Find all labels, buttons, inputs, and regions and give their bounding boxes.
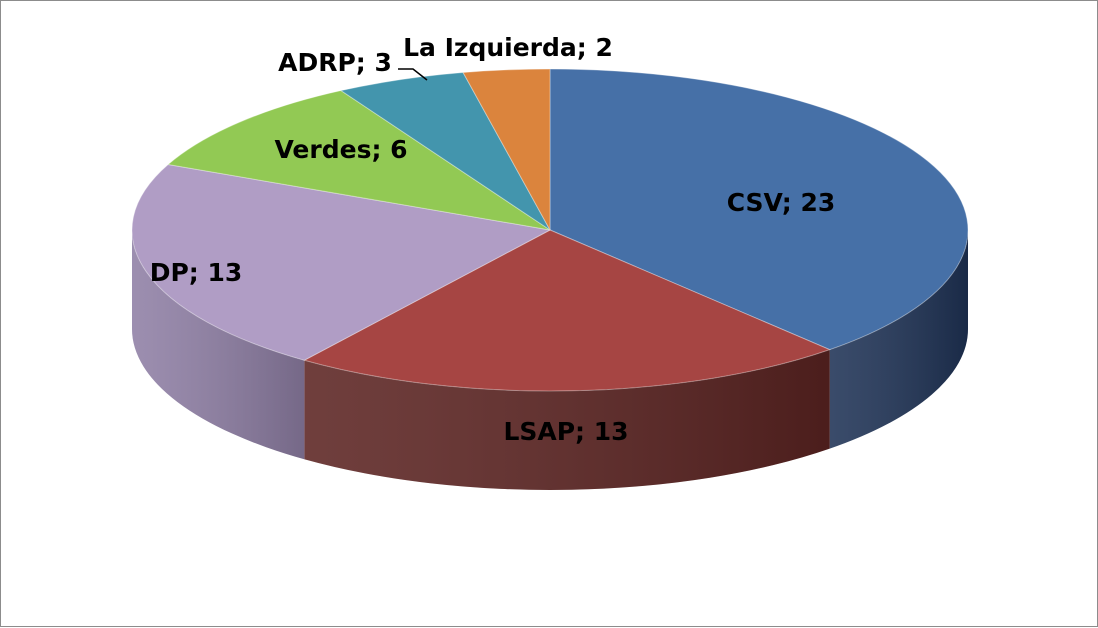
pie-slice-dp xyxy=(131,163,552,361)
slice-label-la-izquierda: La Izquierda; 2 xyxy=(403,33,613,62)
pie-side-shade-lsap xyxy=(304,349,830,491)
pie-slice-verdes xyxy=(167,90,551,231)
leader-lines xyxy=(398,68,428,81)
slice-label-lsap: LSAP; 13 xyxy=(503,417,628,446)
pie-side-shade-dp xyxy=(132,230,305,460)
slice-label-dp: DP; 13 xyxy=(150,258,243,287)
pie-slice-la-izquierda xyxy=(462,68,551,231)
leader-line-adrp xyxy=(398,68,428,81)
pie-side-shade-csv xyxy=(829,230,968,449)
pie-tops xyxy=(131,68,969,392)
slice-label-adrp: ADRP; 3 xyxy=(278,48,392,77)
pie-slice-csv xyxy=(549,68,969,351)
slice-labels: CSV; 23 LSAP; 13 DP; 13 Verdes; 6 ADRP; … xyxy=(150,33,836,446)
pie-slice-lsap xyxy=(302,229,832,392)
pie-slice-adrp xyxy=(339,71,551,231)
slice-label-verdes: Verdes; 6 xyxy=(274,135,407,164)
slice-label-csv: CSV; 23 xyxy=(727,188,836,217)
pie-sides xyxy=(132,230,968,491)
